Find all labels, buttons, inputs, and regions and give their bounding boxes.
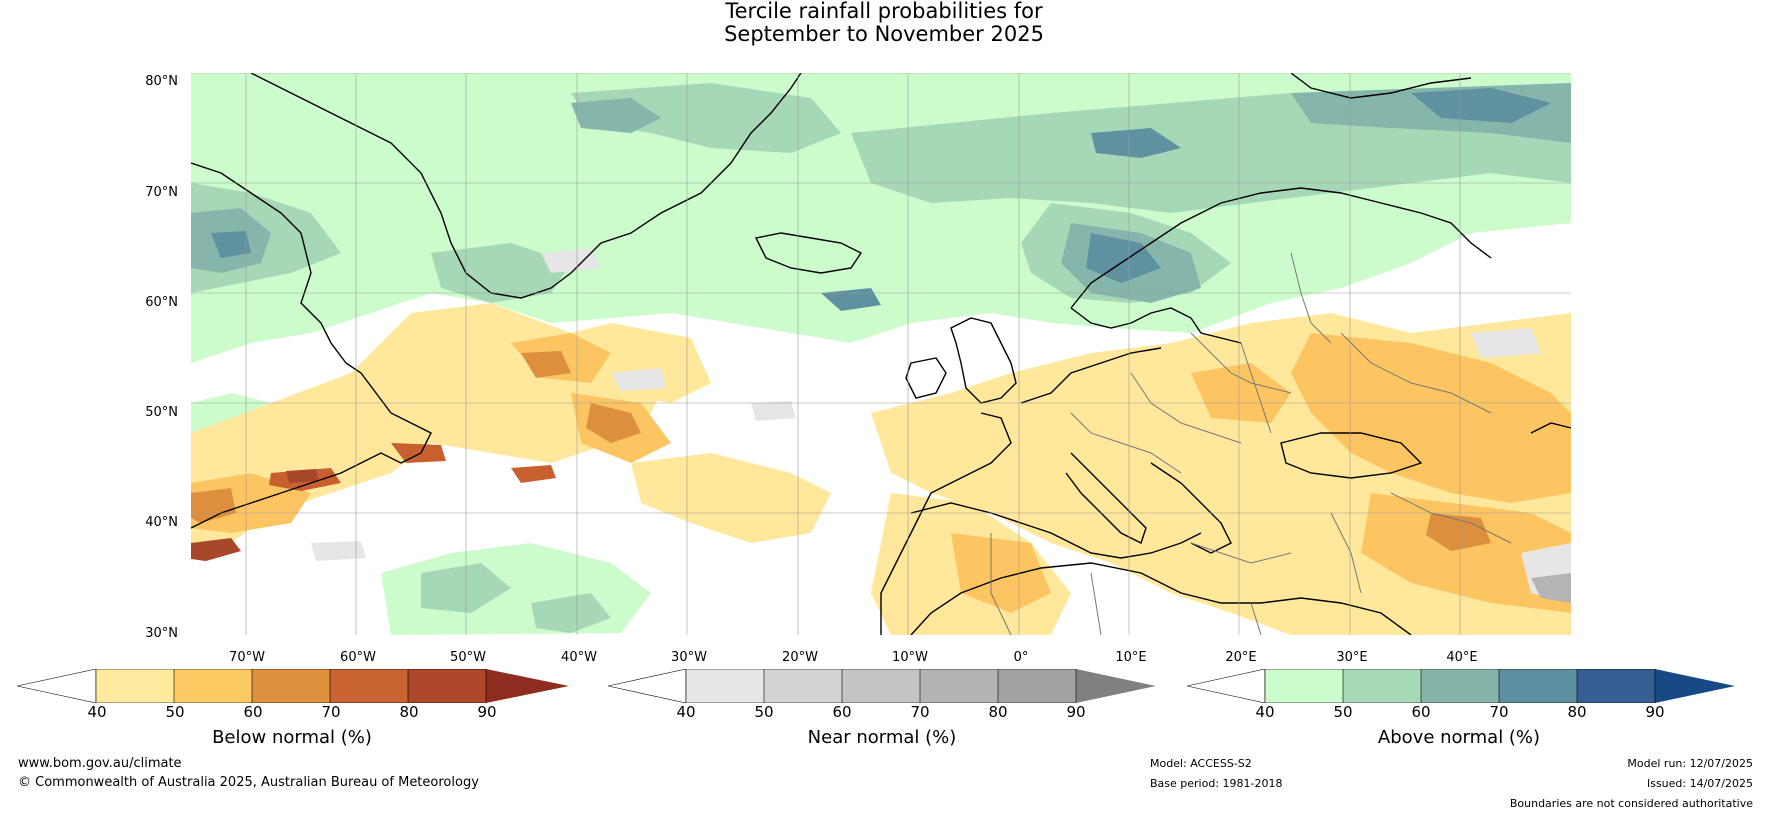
below-normal-label: Below normal (%) [212, 727, 372, 748]
near-tick-60: 60 [832, 703, 852, 721]
near-normal-colorbar [608, 669, 1156, 703]
map-title-line1: Tercile rainfall probabilities for [725, 0, 1043, 23]
lon-label-30w: 30°W [671, 650, 707, 665]
below-tick-60: 60 [243, 703, 263, 721]
copyright-text: © Commonwealth of Australia 2025, Austra… [18, 775, 479, 790]
above-normal-regions [191, 73, 1571, 635]
above-normal-label: Above normal (%) [1377, 727, 1541, 748]
lon-label-70w: 70°W [229, 650, 265, 665]
lon-label-40w: 40°W [561, 650, 597, 665]
near-tick-50: 50 [754, 703, 774, 721]
near-tick-40: 40 [676, 703, 696, 721]
lon-label-20w: 20°W [782, 650, 818, 665]
country-borders [990, 252, 1512, 635]
below-tick-50: 50 [165, 703, 185, 721]
website-link[interactable]: www.bom.gov.au/climate [18, 756, 182, 771]
near-tick-90: 90 [1066, 703, 1086, 721]
lat-label-80n: 80°N [145, 74, 178, 89]
below-tick-90: 90 [477, 703, 497, 721]
lon-label-50w: 50°W [450, 650, 486, 665]
issued-text: Issued: 14/07/2025 [1646, 777, 1753, 790]
below-tick-80: 80 [399, 703, 419, 721]
near-normal-regions [311, 248, 1571, 603]
model-text: Model: ACCESS-S2 [1150, 757, 1252, 770]
lon-label-10w: 10°W [892, 650, 928, 665]
lat-label-50n: 50°N [145, 405, 178, 420]
above-tick-40: 40 [1255, 703, 1275, 721]
lon-label-10e: 10°E [1115, 650, 1147, 665]
above-tick-60: 60 [1411, 703, 1431, 721]
lon-label-40e: 40°E [1446, 650, 1478, 665]
lon-label-30e: 30°E [1336, 650, 1368, 665]
lon-label-60w: 60°W [340, 650, 376, 665]
above-tick-90: 90 [1645, 703, 1665, 721]
below-normal-colorbar [17, 669, 569, 703]
above-tick-70: 70 [1489, 703, 1509, 721]
map-canvas [191, 73, 1571, 635]
below-normal-regions [191, 303, 1571, 635]
lat-label-60n: 60°N [145, 295, 178, 310]
lon-label-20e: 20°E [1225, 650, 1257, 665]
model-run-text: Model run: 12/07/2025 [1627, 757, 1753, 770]
below-tick-40: 40 [87, 703, 107, 721]
above-normal-colorbar [1187, 669, 1735, 703]
near-tick-80: 80 [988, 703, 1008, 721]
base-period-text: Base period: 1981-2018 [1150, 777, 1283, 790]
graticule [191, 73, 1571, 635]
disclaimer-text: Boundaries are not considered authoritat… [1509, 797, 1753, 810]
near-tick-70: 70 [910, 703, 930, 721]
above-tick-50: 50 [1333, 703, 1353, 721]
lat-label-30n: 30°N [145, 626, 178, 641]
rainfall-probability-map [191, 73, 1571, 635]
below-tick-70: 70 [321, 703, 341, 721]
lon-label-0: 0° [1013, 650, 1029, 665]
near-normal-label: Near normal (%) [807, 727, 957, 748]
lat-label-70n: 70°N [145, 185, 178, 200]
map-title-line2: September to November 2025 [724, 22, 1044, 46]
lat-label-40n: 40°N [145, 515, 178, 530]
above-tick-80: 80 [1567, 703, 1587, 721]
